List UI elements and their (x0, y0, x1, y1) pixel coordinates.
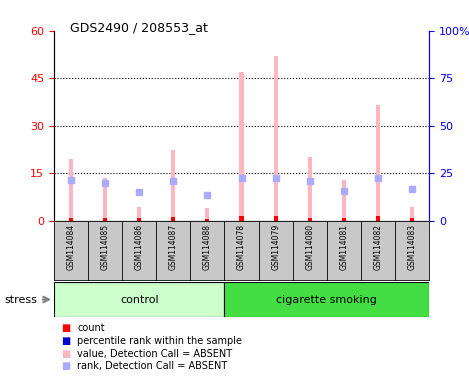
Bar (240, 72, 243, 221)
Text: GSM114078: GSM114078 (237, 224, 246, 270)
Text: GSM114086: GSM114086 (135, 224, 144, 270)
Text: value, Detection Call = ABSENT: value, Detection Call = ABSENT (77, 349, 233, 359)
Text: GSM114079: GSM114079 (271, 224, 280, 270)
Text: ■: ■ (61, 361, 70, 371)
Bar (410, 218, 414, 221)
Bar (103, 218, 107, 221)
Bar (137, 218, 141, 221)
Text: GSM114082: GSM114082 (373, 224, 383, 270)
Text: rank, Detection Call = ABSENT: rank, Detection Call = ABSENT (77, 361, 227, 371)
Text: percentile rank within the sample: percentile rank within the sample (77, 336, 242, 346)
Text: GDS2490 / 208553_at: GDS2490 / 208553_at (70, 21, 208, 34)
Text: ■: ■ (61, 349, 70, 359)
Text: ■: ■ (61, 323, 70, 333)
Text: ■: ■ (61, 336, 70, 346)
Bar (308, 157, 312, 221)
Bar (376, 216, 380, 221)
Text: GSM114084: GSM114084 (67, 224, 76, 270)
Text: count: count (77, 323, 105, 333)
Bar (240, 216, 243, 221)
Text: cigarette smoking: cigarette smoking (276, 295, 377, 305)
Text: GSM114087: GSM114087 (169, 224, 178, 270)
Text: GSM114083: GSM114083 (408, 224, 416, 270)
Bar (103, 178, 107, 221)
Bar (205, 208, 210, 221)
Text: stress: stress (5, 295, 38, 305)
Bar (342, 180, 346, 221)
Bar (342, 218, 346, 221)
Text: GSM114088: GSM114088 (203, 224, 212, 270)
Bar (69, 218, 73, 221)
Bar (69, 159, 73, 221)
Bar (205, 219, 210, 221)
Text: GSM114080: GSM114080 (305, 224, 314, 270)
Text: control: control (120, 295, 159, 305)
Bar (137, 207, 141, 221)
Bar (273, 56, 278, 221)
Bar (376, 105, 380, 221)
Bar (54, 282, 225, 317)
Bar (171, 149, 175, 221)
Bar (273, 216, 278, 221)
Bar (308, 218, 312, 221)
Bar (225, 282, 429, 317)
Text: GSM114081: GSM114081 (340, 224, 348, 270)
Bar (410, 207, 414, 221)
Text: GSM114085: GSM114085 (100, 224, 110, 270)
Bar (171, 217, 175, 221)
